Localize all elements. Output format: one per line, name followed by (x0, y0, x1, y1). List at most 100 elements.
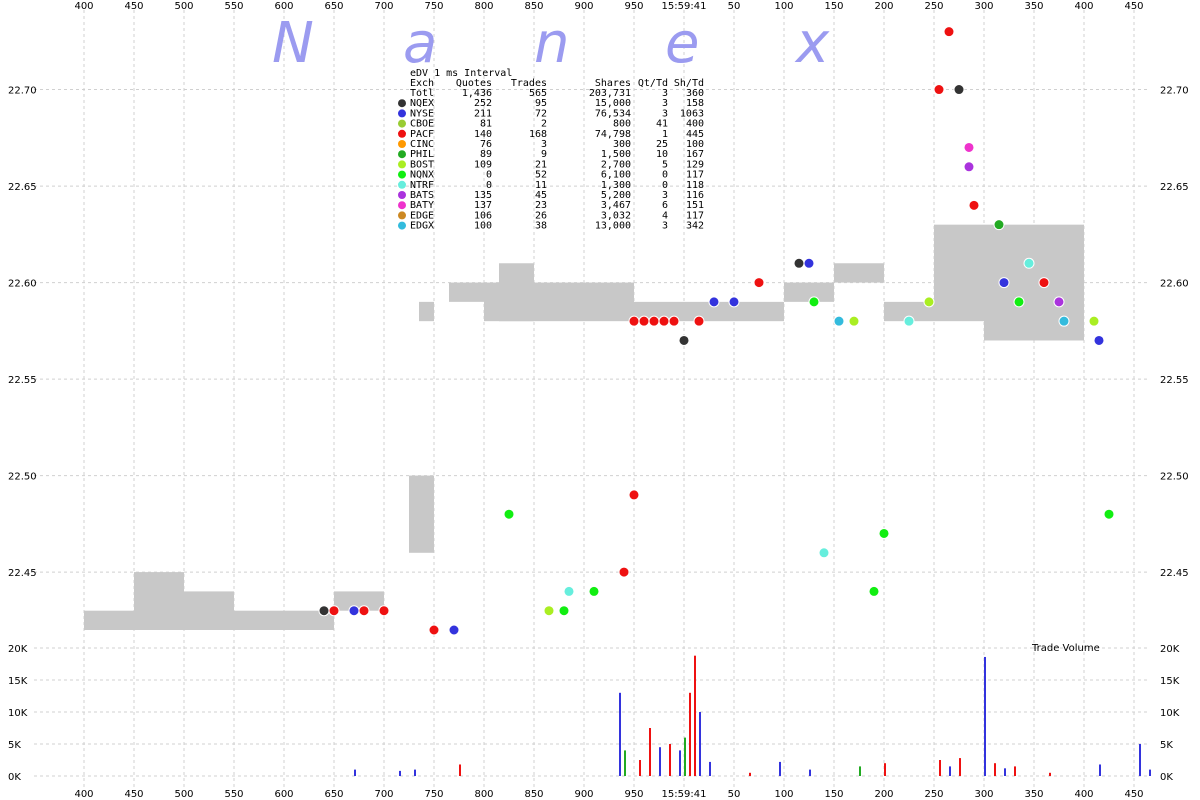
table-cell: 1 (662, 129, 668, 140)
volume-bar (679, 750, 681, 776)
x-tick-label-top: 15:59:41 (662, 1, 707, 12)
volume-bar (689, 692, 691, 776)
volume-bar (1049, 772, 1051, 776)
trade-marker (618, 566, 630, 578)
table-cell: 21 (535, 159, 547, 170)
table-cell: 109 (474, 159, 492, 170)
trade-marker (833, 315, 845, 327)
legend-swatch (398, 180, 406, 189)
table-cell: 167 (686, 149, 704, 160)
x-tick-label-top: 450 (124, 1, 143, 12)
table-cell: 38 (535, 221, 547, 232)
trade-marker (678, 334, 690, 346)
table-cell: 6 (662, 200, 668, 211)
trade-marker (923, 296, 935, 308)
legend-swatch (398, 191, 406, 199)
trade-marker (848, 315, 860, 327)
x-tick-label-bottom: 400 (1074, 789, 1093, 800)
legend-swatch (398, 109, 406, 118)
table-cell: 0 (662, 180, 668, 191)
table-cell: 300 (613, 139, 631, 150)
table-cell: NYSE (410, 108, 434, 119)
table-cell: 565 (529, 88, 547, 99)
volume-bar (1014, 766, 1016, 776)
trade-markers (318, 26, 1115, 636)
trade-marker (968, 199, 980, 211)
table-header: Quotes (456, 78, 492, 89)
trade-marker (878, 527, 890, 539)
trade-marker (998, 277, 1010, 289)
x-tick-label-bottom: 600 (274, 789, 293, 800)
trade-marker (753, 277, 765, 289)
x-tick-label-bottom: 800 (474, 789, 493, 800)
legend-swatch (398, 129, 406, 138)
x-tick-label-bottom: 150 (824, 789, 843, 800)
nbbo-band-segment (419, 301, 434, 322)
table-cell: 45 (535, 190, 547, 201)
table-cell: CINC (410, 139, 434, 150)
table-cell: 203,731 (589, 88, 631, 99)
table-title: eDV 1 ms Interval (410, 68, 512, 79)
table-cell: CBOE (410, 119, 434, 130)
legend-swatch (398, 211, 406, 220)
table-cell: 118 (686, 180, 704, 191)
table-cell: 72 (535, 108, 547, 119)
volume-bar (859, 766, 861, 776)
trade-marker (693, 315, 705, 327)
table-cell: 0 (662, 170, 668, 181)
trade-marker (1103, 508, 1115, 520)
table-cell: 81 (480, 119, 492, 130)
nbbo-band-segment (784, 282, 834, 302)
table-cell: 1,500 (601, 149, 631, 160)
x-tick-label-bottom: 300 (974, 789, 993, 800)
x-tick-label-bottom: 450 (124, 789, 143, 800)
table-cell: 23 (535, 200, 547, 211)
trade-marker (993, 219, 1005, 231)
x-tick-label-top: 950 (624, 1, 643, 12)
x-tick-label-bottom: 400 (74, 789, 93, 800)
volume-tick-label-right: 5K (1160, 740, 1173, 751)
trade-marker (793, 257, 805, 269)
x-tick-label-top: 200 (874, 1, 893, 12)
table-cell: 11 (535, 180, 547, 191)
volume-bar (459, 764, 461, 776)
watermark-letter: e (665, 11, 699, 76)
trade-marker (963, 141, 975, 153)
volume-bar (649, 728, 651, 776)
x-tick-label-top: 600 (274, 1, 293, 12)
table-cell: 3 (662, 190, 668, 201)
table-cell: 158 (686, 98, 704, 109)
table-cell: 15,000 (595, 98, 631, 109)
volume-tick-label-right: 0K (1160, 772, 1173, 783)
volume-tick-label-left: 10K (8, 708, 28, 719)
volume-bar (1004, 768, 1006, 776)
trade-marker (1088, 315, 1100, 327)
nbbo-band-segment (234, 610, 284, 630)
legend-swatch (398, 99, 406, 108)
price-tick-label-left: 22.50 (8, 472, 37, 483)
x-tick-label-bottom: 50 (728, 789, 741, 800)
trade-marker (328, 605, 340, 617)
x-tick-label-bottom: 900 (574, 789, 593, 800)
table-cell: 3,467 (601, 200, 631, 211)
nbbo-band-segment (934, 224, 984, 322)
table-cell: NQNX (410, 170, 434, 181)
grid-lines (34, 10, 1150, 790)
table-cell: 800 (613, 119, 631, 130)
trade-marker (543, 605, 555, 617)
price-tick-label-left: 22.70 (8, 86, 37, 97)
table-cell: 116 (686, 190, 704, 201)
table-cell: 1063 (680, 108, 704, 119)
table-cell: 0 (486, 180, 492, 191)
x-tick-label-bottom: 750 (424, 789, 443, 800)
trade-marker (1053, 296, 1065, 308)
price-tick-label-left: 22.55 (8, 375, 37, 386)
legend-swatch (398, 140, 406, 148)
table-cell: BATS (410, 190, 434, 201)
nbbo-band-segment (134, 572, 184, 630)
x-tick-label-top: 300 (974, 1, 993, 12)
table-cell: 3 (662, 98, 668, 109)
table-cell: 95 (535, 98, 547, 109)
trade-marker (448, 624, 460, 636)
